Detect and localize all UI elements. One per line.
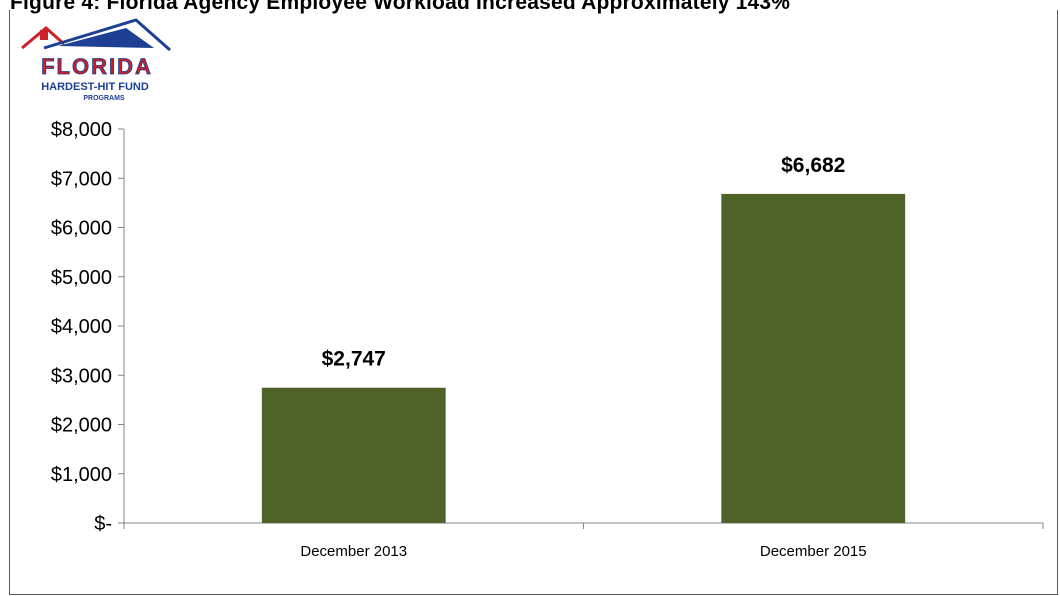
chimney	[40, 30, 48, 40]
bar-data-label: $2,747	[322, 348, 386, 371]
bar	[261, 387, 446, 523]
logo-text-main: FLORIDA	[41, 54, 153, 79]
y-tick-label: $3,000	[51, 365, 112, 387]
bar	[721, 193, 906, 523]
y-tick-label: $7,000	[51, 168, 112, 190]
title-clip: Figure 4: Florida Agency Employee Worklo…	[0, 0, 1060, 15]
x-category-label: December 2013	[300, 543, 407, 560]
bars	[261, 193, 906, 523]
logo-text-sub2: PROGRAMS	[83, 95, 125, 102]
y-tick-label: $5,000	[51, 267, 112, 289]
y-tick-label: $4,000	[51, 316, 112, 338]
page-title: Figure 4: Florida Agency Employee Worklo…	[10, 0, 791, 14]
roof-fill	[58, 28, 154, 48]
x-axis: December 2013 December 2015	[123, 522, 1044, 560]
x-category-label: December 2015	[760, 543, 867, 560]
logo-text-sub: HARDEST-HIT FUND	[41, 81, 149, 93]
data-labels: $2,747 $6,682	[322, 154, 846, 371]
y-tick-label: $-	[94, 513, 112, 535]
y-tick-label: $2,000	[51, 415, 112, 437]
y-tick-label: $1,000	[51, 464, 112, 486]
florida-hhf-logo: FLORIDA HARDEST-HIT FUND PROGRAMS	[21, 18, 171, 102]
y-tick-label: $6,000	[51, 218, 112, 240]
chart-frame	[9, 10, 1058, 595]
roof-blue	[43, 18, 171, 52]
roof-red	[21, 26, 65, 50]
y-axis: $- $1,000 $2,000 $3,000 $4,000 $5,000 $6,000 $7…	[51, 119, 125, 535]
bar-data-label: $6,682	[781, 154, 845, 177]
y-tick-label: $8,000	[51, 119, 112, 141]
